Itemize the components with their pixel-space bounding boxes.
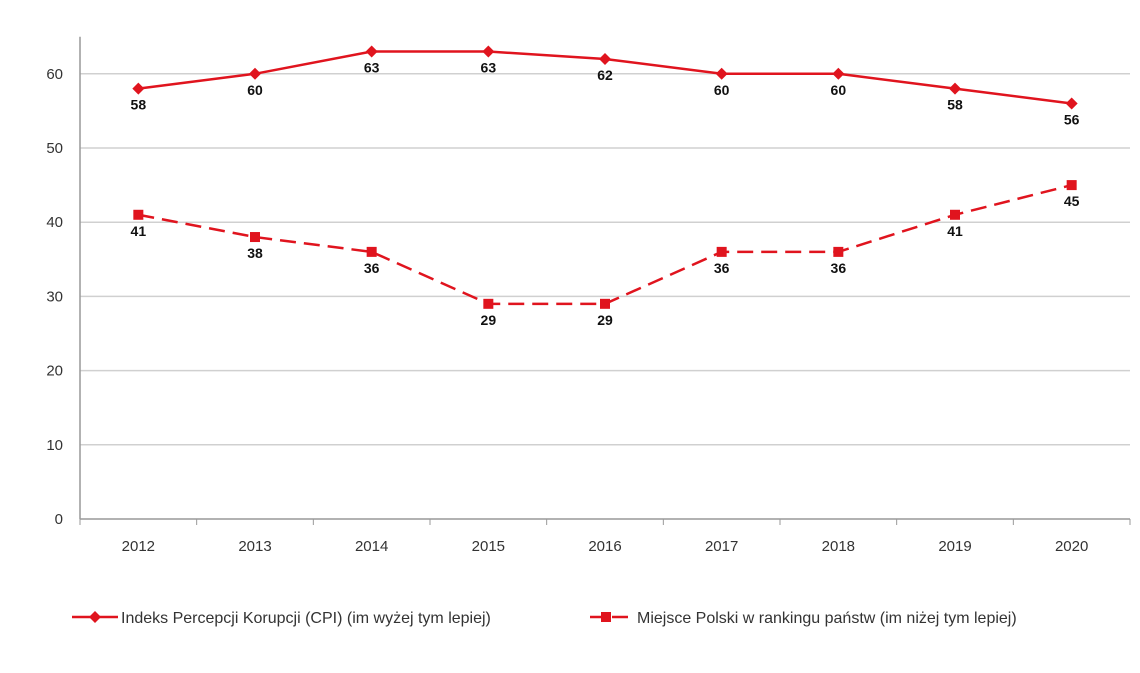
y-tick-label: 30 [46, 288, 63, 305]
data-point-square [133, 209, 144, 220]
data-point-square [250, 232, 260, 243]
data-label: 41 [131, 223, 147, 239]
legend-marker-diamond [89, 611, 101, 623]
data-point-square [600, 298, 610, 309]
data-point-diamond [1065, 97, 1078, 110]
data-label: 36 [364, 260, 380, 276]
data-point-square [950, 209, 960, 220]
data-point-diamond [949, 82, 961, 95]
data-label: 38 [247, 245, 263, 261]
data-label: 29 [481, 312, 497, 328]
legend-marker-square [601, 612, 611, 622]
x-tick-label: 2014 [355, 538, 388, 555]
data-label: 63 [481, 60, 497, 76]
data-label: 36 [831, 260, 847, 276]
data-label: 58 [131, 97, 147, 113]
data-label: 36 [714, 260, 730, 276]
x-tick-label: 2019 [938, 538, 971, 555]
x-tick-label: 2018 [822, 538, 855, 555]
data-point-diamond [599, 52, 611, 65]
data-label: 29 [597, 312, 613, 328]
data-point-diamond [249, 67, 261, 80]
x-tick-label: 2020 [1055, 538, 1088, 555]
y-tick-label: 20 [46, 363, 63, 380]
data-point-square [1066, 180, 1077, 191]
legend-label-cpi: Indeks Percepcji Korupcji (CPI) (im wyże… [121, 610, 491, 627]
y-tick-label: 40 [46, 214, 63, 231]
data-label: 60 [714, 82, 730, 98]
data-point-diamond [715, 67, 728, 80]
data-label: 56 [1064, 111, 1080, 127]
data-label: 63 [364, 60, 380, 76]
x-tick-label: 2012 [122, 538, 155, 555]
data-label: 62 [597, 67, 613, 83]
data-point-diamond [132, 82, 145, 95]
y-tick-label: 50 [46, 140, 63, 157]
data-label: 45 [1064, 193, 1080, 209]
x-tick-label: 2013 [238, 538, 271, 555]
legend-label-rank: Miejsce Polski w rankingu państw (im niż… [637, 610, 1017, 627]
x-tick-label: 2016 [588, 538, 621, 555]
data-point-square [366, 246, 377, 257]
series-line [138, 183, 1072, 306]
data-label: 58 [947, 97, 963, 113]
data-point-diamond [365, 45, 378, 58]
data-point-square [833, 246, 844, 257]
data-label: 60 [247, 82, 263, 98]
y-tick-label: 10 [46, 437, 63, 454]
y-tick-label: 0 [55, 511, 63, 528]
y-tick-label: 60 [46, 66, 63, 83]
data-label: 41 [947, 223, 963, 239]
data-label: 60 [831, 82, 847, 98]
data-point-diamond [832, 67, 845, 80]
data-point-square [716, 246, 727, 257]
x-tick-label: 2017 [705, 538, 738, 555]
data-point-diamond [482, 45, 495, 58]
data-point-square [483, 298, 494, 309]
x-tick-label: 2015 [472, 538, 505, 555]
